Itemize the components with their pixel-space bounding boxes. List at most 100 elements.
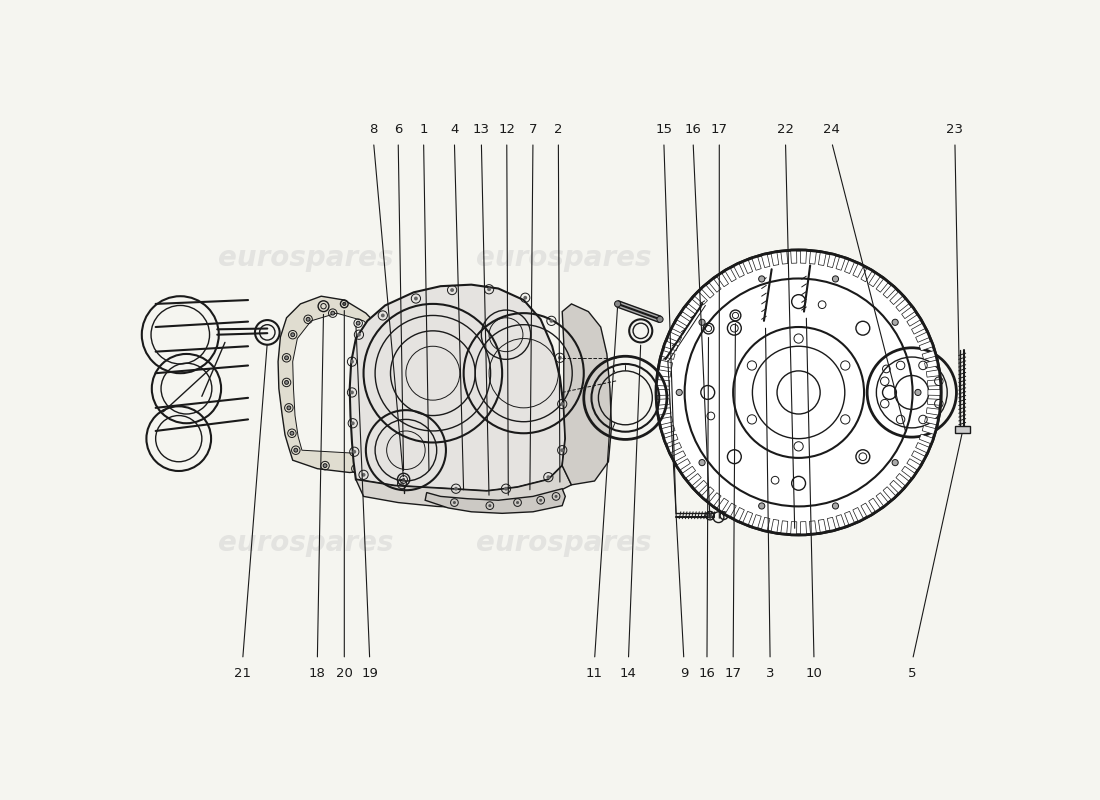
Circle shape [698,319,705,326]
Polygon shape [926,408,940,415]
Polygon shape [876,278,889,292]
Polygon shape [818,252,826,266]
Polygon shape [924,360,938,368]
Polygon shape [827,518,836,531]
Text: 17: 17 [711,123,728,136]
Polygon shape [657,390,669,395]
Polygon shape [676,314,691,326]
Polygon shape [922,350,936,359]
Polygon shape [659,417,673,425]
Polygon shape [920,434,934,444]
Polygon shape [927,379,940,386]
Polygon shape [761,518,770,531]
Circle shape [419,429,424,433]
Circle shape [358,333,361,337]
Polygon shape [861,268,872,282]
Polygon shape [562,304,612,485]
Polygon shape [688,298,702,311]
Circle shape [356,322,360,325]
Polygon shape [676,458,691,470]
Polygon shape [725,268,736,282]
Polygon shape [751,514,761,529]
Polygon shape [912,450,926,462]
Circle shape [833,276,838,282]
Circle shape [550,319,553,322]
Circle shape [343,302,345,306]
Circle shape [351,422,354,425]
Polygon shape [734,263,745,278]
Polygon shape [694,291,707,305]
Polygon shape [356,466,572,508]
Text: eurospares: eurospares [476,244,651,272]
Circle shape [403,478,405,481]
Circle shape [388,462,393,466]
Polygon shape [827,254,836,268]
Polygon shape [663,434,678,444]
Circle shape [285,356,288,360]
Circle shape [323,464,327,467]
Polygon shape [350,285,565,491]
Polygon shape [915,442,930,453]
Circle shape [833,503,838,509]
Polygon shape [682,466,695,478]
Polygon shape [791,250,796,263]
Circle shape [290,431,294,435]
Polygon shape [890,480,903,494]
Text: 9: 9 [680,667,689,680]
Circle shape [350,360,354,363]
Polygon shape [818,519,826,534]
Polygon shape [852,507,864,522]
Text: 1: 1 [419,123,428,136]
Circle shape [414,402,417,406]
Polygon shape [688,474,702,486]
Circle shape [454,486,458,490]
Polygon shape [771,252,779,266]
Circle shape [656,250,942,535]
Text: 4: 4 [450,123,459,136]
Text: 7: 7 [529,123,537,136]
Text: 2: 2 [554,123,562,136]
Circle shape [414,450,417,454]
Circle shape [892,459,899,466]
Polygon shape [278,296,427,473]
Text: eurospares: eurospares [476,529,651,557]
Polygon shape [663,341,678,350]
Circle shape [698,459,705,466]
Polygon shape [657,370,671,377]
Circle shape [414,297,418,301]
Text: 12: 12 [498,123,515,136]
Circle shape [516,501,519,504]
Polygon shape [734,507,745,522]
Polygon shape [661,426,675,434]
Polygon shape [845,511,855,526]
Polygon shape [708,278,722,292]
Polygon shape [869,273,881,286]
Circle shape [504,486,508,490]
Circle shape [400,371,404,375]
Polygon shape [657,379,670,386]
Polygon shape [883,486,896,500]
Text: eurospares: eurospares [218,244,394,272]
Polygon shape [751,256,761,270]
Circle shape [381,344,385,348]
Polygon shape [671,450,685,462]
Polygon shape [927,398,940,406]
Polygon shape [902,466,915,478]
Text: 22: 22 [777,123,794,136]
Circle shape [547,475,550,479]
Polygon shape [791,522,796,535]
Polygon shape [701,486,714,500]
Polygon shape [725,503,736,518]
Text: 23: 23 [946,123,964,136]
Polygon shape [883,285,896,298]
Circle shape [759,276,764,282]
Polygon shape [928,390,940,395]
Polygon shape [912,323,926,334]
Polygon shape [657,408,671,415]
Circle shape [450,288,454,292]
Polygon shape [293,313,418,456]
Circle shape [915,390,921,395]
Polygon shape [801,250,806,263]
Polygon shape [801,522,806,535]
Text: 16: 16 [684,123,702,136]
